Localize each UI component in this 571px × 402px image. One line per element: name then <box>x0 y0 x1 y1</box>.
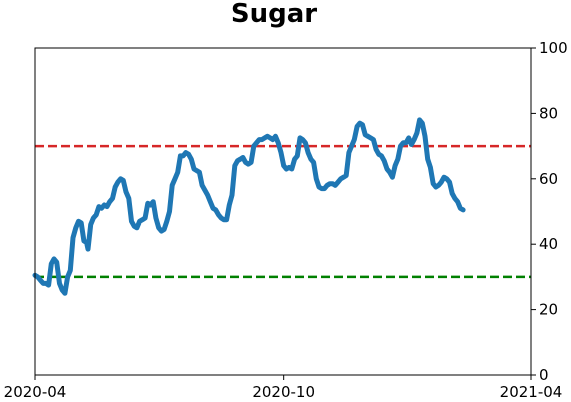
series-line-1 <box>32 117 466 296</box>
x-tick-label: 2020-04 <box>4 383 67 401</box>
y-tick-label: 100 <box>539 39 568 57</box>
plot-frame <box>34 47 532 376</box>
y-tick-label: 60 <box>539 170 558 188</box>
y-tick-label: 40 <box>539 235 558 253</box>
y-tick-label: 80 <box>539 104 558 122</box>
x-tick-label: 2020-10 <box>252 383 315 401</box>
y-tick-label: 20 <box>539 301 558 319</box>
y-tick-label: 0 <box>539 366 549 384</box>
chart-title: Sugar <box>231 0 317 29</box>
x-tick-label: 2021-04 <box>500 383 563 401</box>
